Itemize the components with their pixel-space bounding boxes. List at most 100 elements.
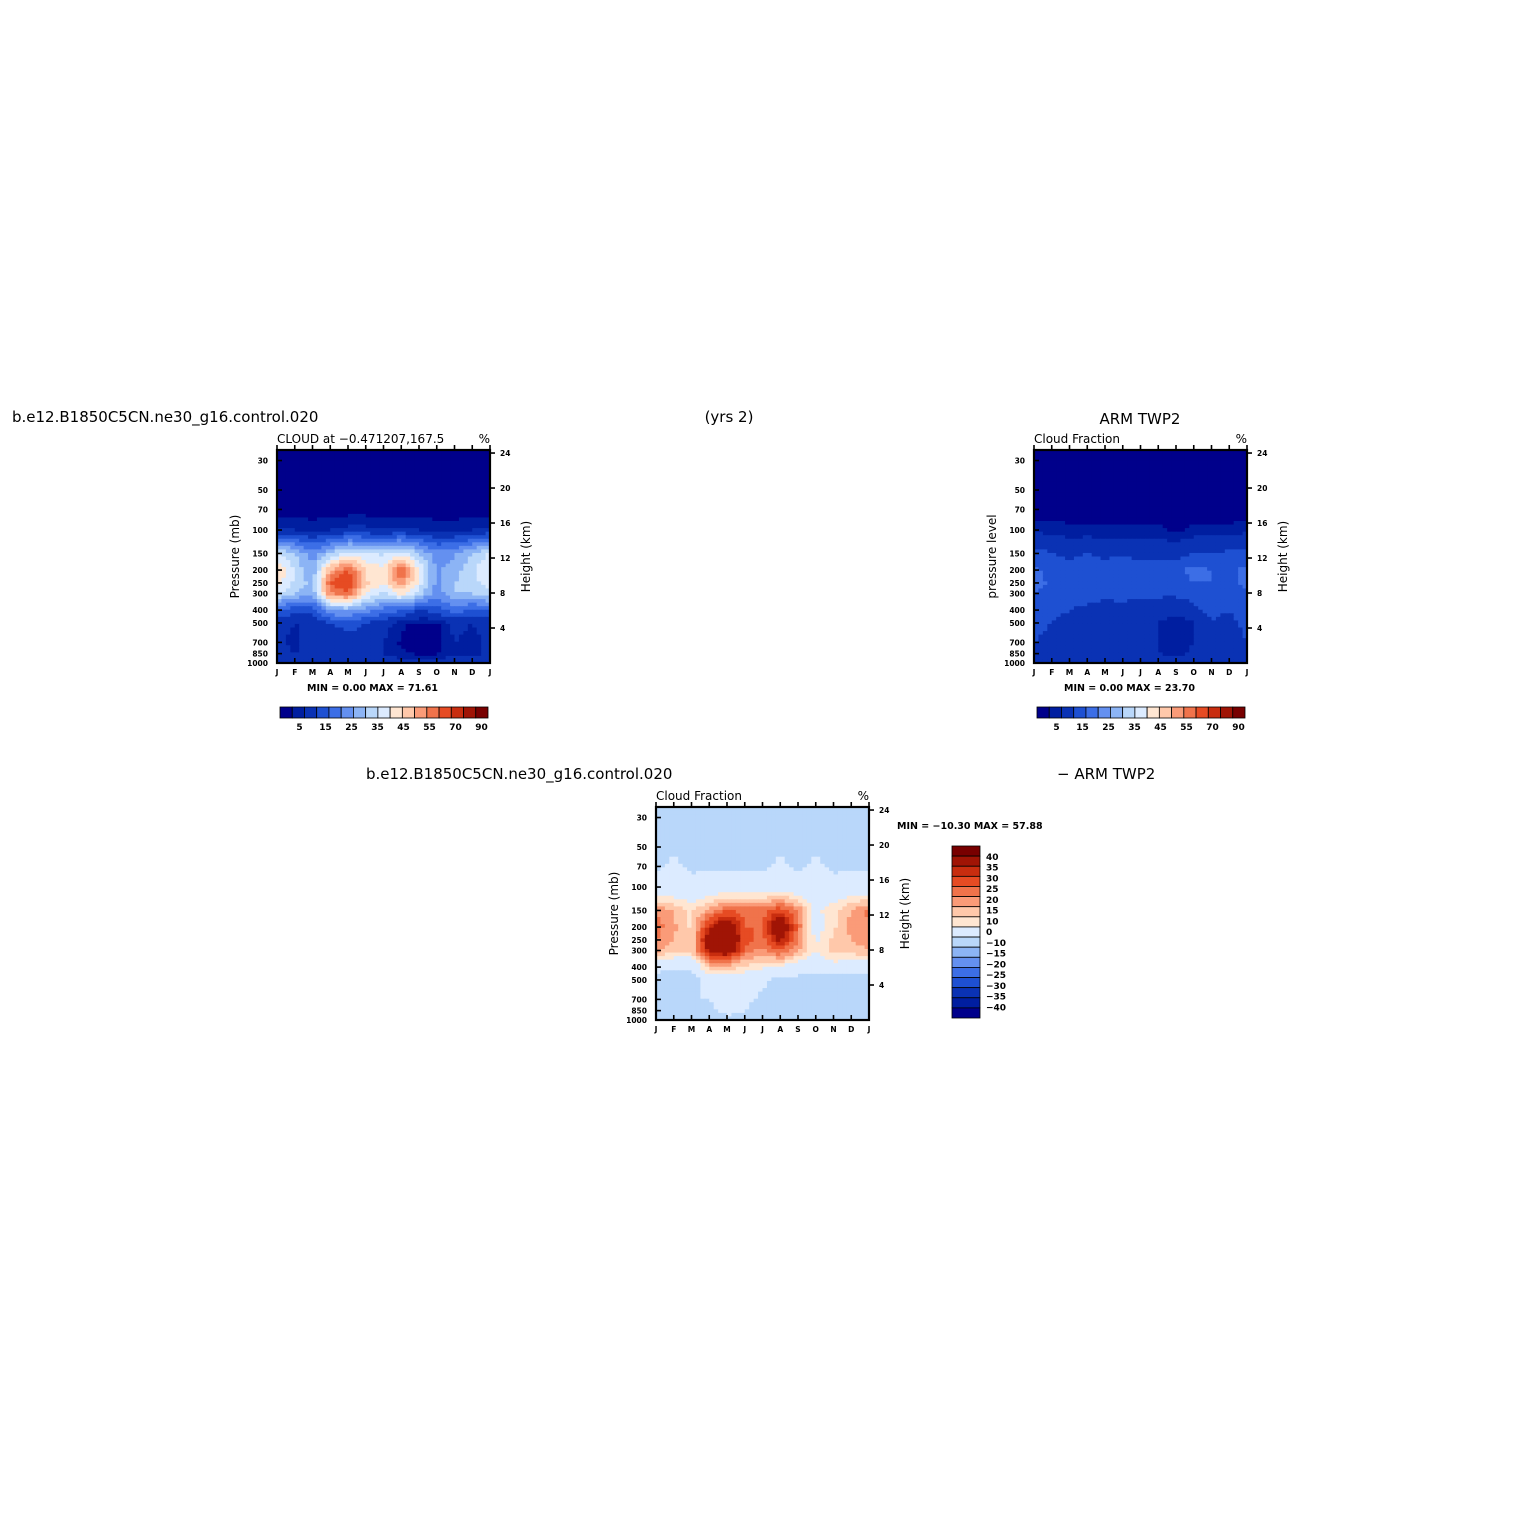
contour-cell (370, 606, 376, 611)
contour-cell (383, 631, 389, 636)
contour-cell (339, 623, 345, 629)
contour-cell (472, 570, 478, 575)
contour-cell (1215, 474, 1221, 479)
contour-cell (277, 535, 283, 540)
contour-cell (299, 549, 305, 554)
contour-cell (445, 609, 451, 614)
contour-cell (454, 545, 460, 550)
contour-cell (1060, 517, 1066, 522)
contour-cell (387, 584, 393, 590)
contour-cell (450, 478, 456, 483)
y-right-tick-label: 8 (500, 589, 505, 598)
contour-cell (1100, 464, 1106, 469)
contour-cell (308, 542, 314, 547)
contour-cell (1153, 496, 1159, 501)
contour-cell (476, 528, 482, 533)
contour-cell (1051, 474, 1057, 479)
contour-cell (1162, 496, 1168, 501)
contour-cell (1034, 556, 1040, 561)
contour-cell (1118, 453, 1124, 458)
contour-cell (370, 457, 376, 462)
contour-cell (383, 627, 389, 632)
contour-cell (423, 556, 429, 561)
contour-cell (1189, 577, 1195, 582)
contour-cell (379, 510, 385, 515)
contour-cell (414, 641, 420, 646)
contour-cell (334, 631, 340, 636)
contour-cell (294, 581, 300, 586)
contour-cell (450, 513, 456, 519)
contour-cell (392, 560, 398, 565)
contour-cell (476, 588, 482, 593)
contour-cell (1211, 542, 1217, 547)
contour-cell (1034, 474, 1040, 479)
contour-cell (361, 659, 367, 664)
contour-cell (445, 655, 451, 661)
contour-cell (281, 634, 287, 639)
contour-cell (1105, 453, 1111, 458)
contour-cell (325, 528, 331, 533)
contour-cell (463, 620, 469, 625)
contour-cell (303, 581, 309, 586)
contour-cell (1220, 471, 1226, 476)
contour-cell (476, 563, 482, 568)
contour-cell (387, 631, 393, 636)
contour-cell (370, 581, 376, 586)
contour-cell (290, 542, 296, 547)
contour-cell (419, 542, 425, 547)
contour-cell (1051, 592, 1057, 597)
contour-cell (343, 506, 349, 511)
contour-cell (277, 595, 283, 600)
contour-cell (303, 453, 309, 458)
contour-cell (290, 595, 296, 600)
contour-cell (427, 659, 433, 664)
contour-cell (277, 652, 283, 657)
contour-cell (1060, 592, 1066, 597)
contour-cell (1149, 581, 1155, 586)
contour-cell (1162, 464, 1168, 469)
contour-cell (423, 584, 429, 590)
contour-cell (294, 631, 300, 636)
contour-cell (1180, 563, 1186, 568)
contour-cell (1140, 513, 1146, 519)
contour-cell (1042, 599, 1048, 604)
contour-cell (436, 648, 442, 653)
contour-cell (1233, 545, 1239, 550)
contour-cell (1109, 492, 1115, 497)
contour-cell (414, 460, 420, 465)
contour-cell (432, 595, 438, 600)
contour-cell (312, 560, 318, 565)
contour-cell (379, 584, 385, 590)
contour-cell (325, 450, 331, 455)
contour-cell (1131, 531, 1137, 536)
contour-cell (290, 464, 296, 469)
contour-cell (308, 623, 314, 629)
contour-cell (1100, 492, 1106, 497)
contour-cell (1233, 549, 1239, 554)
contour-cell (348, 531, 354, 536)
contour-cell (472, 531, 478, 536)
contour-cell (1184, 453, 1190, 458)
contour-cell (1091, 460, 1097, 465)
contour-cell (352, 563, 358, 568)
contour-cell (1051, 457, 1057, 462)
contour-cell (454, 588, 460, 593)
contour-cell (1140, 489, 1146, 494)
contour-cell (339, 538, 345, 543)
contour-cell (1051, 584, 1057, 590)
contour-cell (1082, 510, 1088, 515)
contour-cell (343, 478, 349, 483)
contour-cell (441, 549, 447, 554)
contour-cell (1078, 538, 1084, 543)
contour-cell (414, 652, 420, 657)
contour-cell (1122, 574, 1128, 579)
contour-cell (1113, 538, 1119, 543)
contour-cell (303, 478, 309, 483)
contour-cell (285, 552, 291, 558)
contour-cell (285, 506, 291, 511)
contour-cell (1224, 581, 1230, 586)
contour-cell (281, 524, 287, 529)
contour-cell (365, 464, 371, 469)
contour-cell (1127, 552, 1133, 558)
contour-cell (343, 556, 349, 561)
